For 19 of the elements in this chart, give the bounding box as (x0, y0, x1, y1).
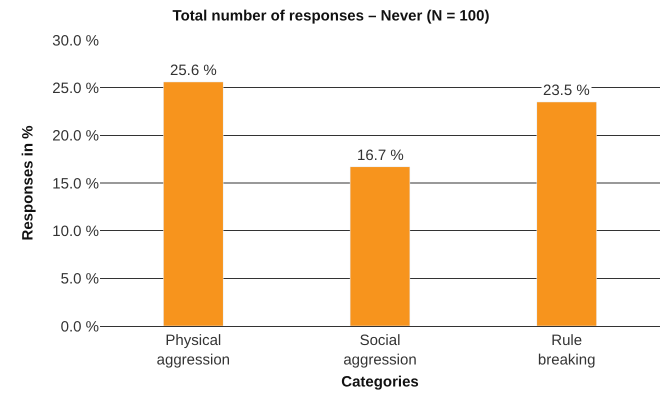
bar (350, 166, 410, 326)
bar (163, 82, 224, 326)
chart-title: Total number of responses – Never (N = 100) (172, 8, 490, 25)
y-tick-label: 15.0 % (52, 175, 99, 192)
x-tick-label: Rule breaking (538, 332, 596, 368)
x-axis-title: Categories (341, 374, 419, 390)
y-tick-label: 0.0 % (60, 318, 99, 336)
data-label: 23.5 % (543, 82, 590, 99)
y-tick-label: 30.0 % (52, 32, 99, 50)
data-label: 25.6 % (170, 62, 217, 79)
x-tick-label: Physical aggression (156, 332, 230, 368)
y-axis-title: Responses in % (20, 125, 37, 241)
data-label: 16.7 % (357, 147, 404, 164)
y-tick-label: 20.0 % (52, 128, 99, 145)
y-tick-label: 10.0 % (52, 222, 99, 240)
x-tick-label: Social aggression (343, 332, 417, 368)
y-tick-label: 5.0 % (60, 270, 99, 288)
y-tick-label: 25.0 % (52, 80, 99, 97)
bar (536, 102, 597, 326)
